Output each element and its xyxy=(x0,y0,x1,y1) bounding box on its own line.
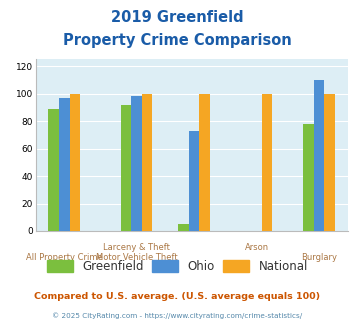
Text: Compared to U.S. average. (U.S. average equals 100): Compared to U.S. average. (U.S. average … xyxy=(34,292,321,301)
Text: 2019 Greenfield: 2019 Greenfield xyxy=(111,10,244,25)
Bar xyxy=(70,94,80,231)
Text: Burglary: Burglary xyxy=(301,253,337,262)
Bar xyxy=(142,94,152,231)
Bar xyxy=(131,96,142,231)
Text: All Property Crime: All Property Crime xyxy=(26,253,103,262)
Bar xyxy=(262,94,272,231)
Bar xyxy=(49,109,59,231)
Text: Larceny & Theft: Larceny & Theft xyxy=(103,243,170,252)
Bar xyxy=(178,224,189,231)
Text: © 2025 CityRating.com - https://www.cityrating.com/crime-statistics/: © 2025 CityRating.com - https://www.city… xyxy=(53,312,302,318)
Bar xyxy=(324,94,335,231)
Text: Property Crime Comparison: Property Crime Comparison xyxy=(63,33,292,48)
Bar xyxy=(121,105,131,231)
Bar xyxy=(59,98,70,231)
Text: Motor Vehicle Theft: Motor Vehicle Theft xyxy=(95,253,177,262)
Bar xyxy=(189,131,200,231)
Bar xyxy=(303,124,314,231)
Legend: Greenfield, Ohio, National: Greenfield, Ohio, National xyxy=(42,255,313,278)
Text: Arson: Arson xyxy=(245,243,269,252)
Bar xyxy=(314,80,324,231)
Bar xyxy=(200,94,210,231)
